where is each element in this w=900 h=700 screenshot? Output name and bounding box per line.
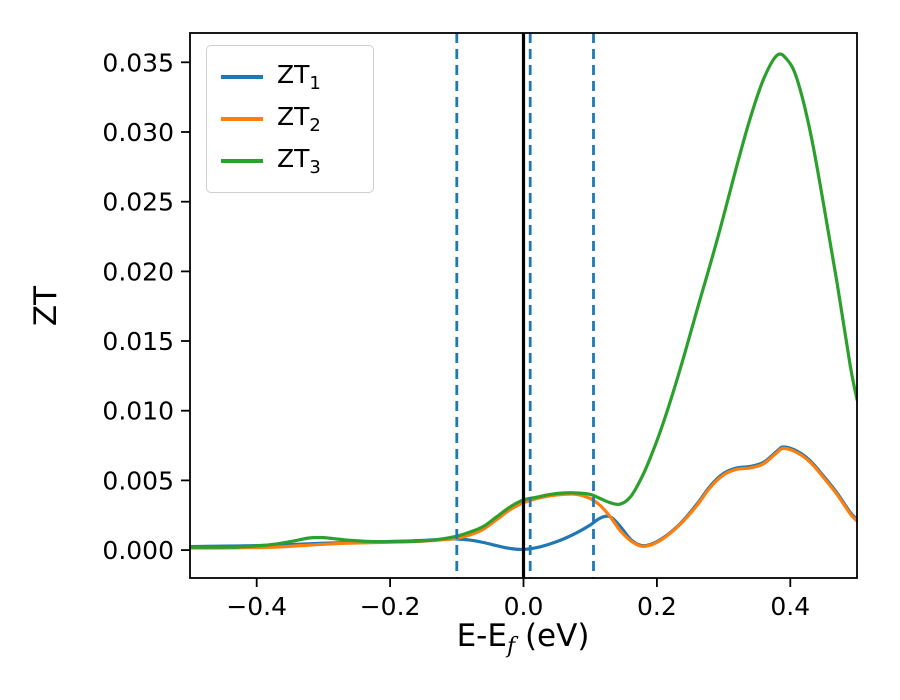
x-tick-label: 0.2	[637, 592, 677, 621]
y-tick-label: 0.005	[102, 466, 174, 495]
legend-label-zt1: ZT1	[277, 60, 321, 94]
y-tick-label: 0.025	[102, 188, 174, 217]
y-tick-label: 0.035	[102, 48, 174, 77]
y-tick-label: 0.030	[102, 118, 174, 147]
legend-swatch-zt2	[221, 117, 263, 121]
reference-lines	[455, 33, 595, 578]
legend-entry-zt1: ZT1	[221, 60, 359, 94]
x-tick-label: −0.4	[226, 592, 287, 621]
x-tick-label: 0.0	[504, 592, 544, 621]
y-tick-label: 0.010	[102, 397, 174, 426]
y-tick-label: 0.000	[102, 536, 174, 565]
legend-label-zt3: ZT3	[277, 144, 321, 178]
legend-swatch-zt3	[221, 159, 263, 163]
axis-ticks: −0.4 −0.2 0.0 0.2 0.4 0.000 0.005 0.010 0.015 0.0…	[102, 48, 810, 621]
legend-label-zt2: ZT2	[277, 102, 321, 136]
legend-entry-zt2: ZT2	[221, 102, 359, 136]
x-axis-label: E-Ef (eV)	[457, 618, 590, 659]
series-line-zt3	[190, 52, 857, 549]
x-tick-label: −0.2	[360, 592, 421, 621]
x-axis-label-sub: f	[506, 634, 516, 660]
y-tick-label: 0.015	[102, 327, 174, 356]
x-tick-label: 0.4	[770, 592, 810, 621]
y-axis-label: ZT	[28, 285, 64, 327]
legend-entry-zt3: ZT3	[221, 144, 359, 178]
y-tick-label: 0.020	[102, 257, 174, 286]
x-axis-label-post: (eV)	[515, 618, 590, 654]
x-axis-label-pre: E-E	[456, 618, 507, 654]
legend: ZT1 ZT2 ZT3	[206, 45, 374, 193]
legend-swatch-zt1	[221, 75, 263, 79]
series-curves	[190, 52, 857, 552]
